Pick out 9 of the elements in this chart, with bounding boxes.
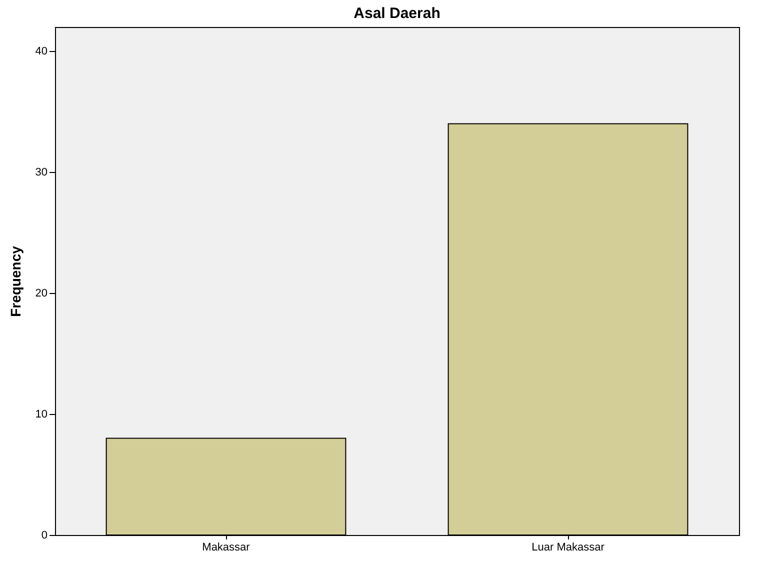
y-tick-label: 40 [35,46,48,58]
y-axis-title: Frequency [7,246,24,317]
x-tick-label: Luar Makassar [532,542,605,554]
y-tick-label: 20 [35,288,48,300]
y-tick-label: 10 [35,408,48,421]
chart-title: Asal Daerah [354,5,440,22]
y-tick-label: 30 [35,166,48,179]
x-tick-label: Makassar [202,542,250,554]
y-tick-label: 0 [41,530,48,542]
